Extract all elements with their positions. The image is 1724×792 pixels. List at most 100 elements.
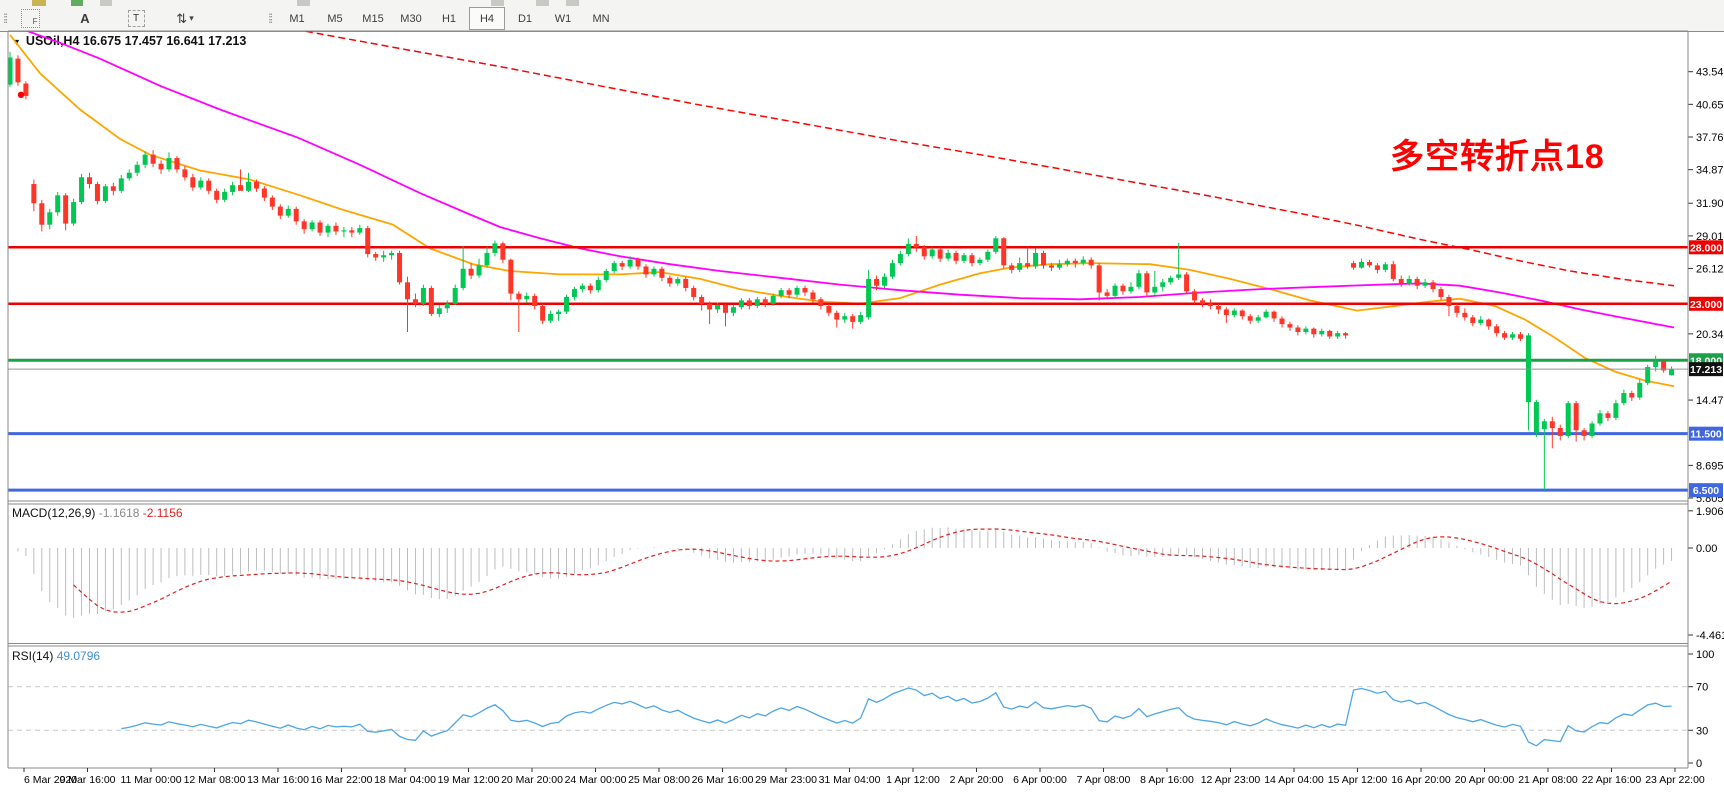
macd-scale[interactable]: 1.9069 0.00 -4.4614 [1688, 506, 1724, 642]
templates-icon[interactable]: F [20, 9, 40, 28]
svg-text:40.655: 40.655 [1696, 99, 1724, 111]
price-panel [8, 31, 1688, 492]
svg-text:1.9069: 1.9069 [1696, 506, 1724, 518]
ohlc-high: 17.457 [124, 34, 163, 48]
svg-text:14 Apr 04:00: 14 Apr 04:00 [1264, 774, 1324, 786]
ma-orange [9, 34, 1675, 388]
timeframe-button-H4[interactable]: H4 [469, 7, 505, 30]
ohlc-low: 16.641 [166, 34, 205, 48]
svg-text:13 Mar 16:00: 13 Mar 16:00 [247, 774, 309, 786]
text-label-icon[interactable]: A [80, 11, 90, 26]
timeframe-button-D1[interactable]: D1 [517, 12, 533, 25]
svg-text:8 Apr 16:00: 8 Apr 16:00 [1140, 774, 1194, 786]
svg-text:29 Mar 23:00: 29 Mar 23:00 [755, 774, 817, 786]
ohlc-close: 17.213 [208, 34, 247, 48]
cropped-toolbar-remnant [297, 0, 310, 6]
rsi-indicator-label: RSI(14) 49.0796 [12, 649, 100, 663]
macd-signal-line [73, 528, 1672, 613]
svg-text:24 Mar 00:00: 24 Mar 00:00 [565, 774, 627, 786]
macd-panel [17, 527, 1673, 618]
toolbar: ⁞⁞ F A T ⇅ ▾ ⁞⁞ M1 M5 M15 M30 H1 H4 D1 W1 MN [0, 0, 1724, 32]
timeframe-button-M30[interactable]: M30 [400, 12, 422, 25]
svg-text:12 Apr 23:00: 12 Apr 23:00 [1201, 774, 1261, 786]
svg-text:9 Mar 16:00: 9 Mar 16:00 [59, 774, 115, 786]
cropped-toolbar-remnant [100, 0, 112, 6]
svg-text:15 Apr 12:00: 15 Apr 12:00 [1328, 774, 1388, 786]
svg-text:6 Apr 00:00: 6 Apr 00:00 [1013, 774, 1067, 786]
timeframe-button-W1[interactable]: W1 [554, 12, 572, 25]
svg-text:8.695: 8.695 [1696, 460, 1724, 472]
svg-text:70: 70 [1696, 682, 1708, 694]
toolbar-grip[interactable]: ⁞⁞ [3, 10, 8, 26]
svg-text:6 Mar 2020: 6 Mar 2020 [24, 774, 77, 786]
rsi-line [121, 687, 1672, 747]
svg-text:31.900: 31.900 [1696, 198, 1724, 210]
annotation-text[interactable]: 多空转折点18 [1390, 138, 1605, 176]
timeframe-button-M1[interactable]: M1 [289, 12, 305, 25]
svg-text:28.000: 28.000 [1690, 242, 1722, 254]
svg-text:30: 30 [1696, 725, 1708, 737]
text-box-icon[interactable]: T [126, 9, 146, 28]
svg-text:11.500: 11.500 [1690, 429, 1722, 441]
templates-icon-glyph: F [20, 9, 40, 28]
macd-indicator-label: MACD(12,26,9) -1.1618 -2.1156 [12, 506, 183, 520]
timeframe-button-H1[interactable]: H1 [441, 12, 457, 25]
svg-text:16 Mar 22:00: 16 Mar 22:00 [311, 774, 373, 786]
svg-text:0.00: 0.00 [1696, 543, 1717, 555]
svg-text:0: 0 [1696, 758, 1702, 770]
macd-name: MACD(12,26,9) [12, 506, 96, 520]
cropped-toolbar-remnant [536, 0, 549, 6]
timeframe-button-M15[interactable]: M15 [362, 12, 384, 25]
svg-text:43.545: 43.545 [1696, 67, 1724, 79]
cropped-toolbar-remnant [491, 0, 504, 6]
ohlc-open: 16.675 [82, 34, 122, 48]
svg-text:14.475: 14.475 [1696, 395, 1724, 407]
svg-text:37.765: 37.765 [1696, 132, 1724, 144]
rsi-scale[interactable]: 100 70 30 0 [1688, 649, 1714, 770]
svg-text:34.875: 34.875 [1696, 165, 1724, 177]
svg-text:20.340: 20.340 [1696, 329, 1724, 341]
svg-text:26 Mar 16:00: 26 Mar 16:00 [692, 774, 754, 786]
sell-marker-dot [17, 91, 25, 99]
arrows-dropdown-caret[interactable]: ▾ [189, 13, 194, 23]
svg-text:16 Apr 20:00: 16 Apr 20:00 [1391, 774, 1451, 786]
svg-text:11 Mar 00:00: 11 Mar 00:00 [120, 774, 181, 786]
svg-text:100: 100 [1696, 649, 1714, 661]
cropped-toolbar-remnant [71, 0, 83, 6]
rsi-name: RSI(14) [12, 649, 54, 663]
panel-frames [7, 30, 1689, 769]
svg-text:25 Mar 08:00: 25 Mar 08:00 [628, 774, 690, 786]
ma-red [300, 31, 1675, 287]
text-box-icon-glyph: T [127, 10, 145, 27]
price-scale[interactable]: 43.545 40.655 37.765 34.875 31.900 29.010 26.1… [1688, 67, 1724, 505]
rsi-panel [8, 686, 1688, 747]
timeframe-button-M5[interactable]: M5 [327, 12, 343, 25]
svg-text:-4.4614: -4.4614 [1696, 630, 1724, 642]
svg-text:21 Apr 08:00: 21 Apr 08:00 [1518, 774, 1578, 786]
arrows-tool-icon[interactable]: ⇅ ▾ [176, 10, 194, 26]
cropped-toolbar-remnant [566, 0, 579, 6]
svg-text:22 Apr 16:00: 22 Apr 16:00 [1582, 774, 1642, 786]
macd-signal-value: -2.1156 [142, 506, 183, 520]
svg-text:26.120: 26.120 [1696, 264, 1724, 276]
svg-text:1 Apr 12:00: 1 Apr 12:00 [886, 774, 940, 786]
rsi-value: 49.0796 [56, 649, 101, 663]
svg-text:12 Mar 08:00: 12 Mar 08:00 [184, 774, 246, 786]
svg-text:20 Apr 00:00: 20 Apr 00:00 [1455, 774, 1515, 786]
timeframe-toolbar-grip[interactable]: ⁞⁞ [268, 10, 273, 26]
ma-magenta [24, 31, 1675, 329]
cropped-toolbar-remnant [32, 0, 46, 6]
svg-text:2 Apr 20:00: 2 Apr 20:00 [950, 774, 1004, 786]
svg-text:29.010: 29.010 [1696, 231, 1724, 243]
svg-text:23.000: 23.000 [1690, 299, 1722, 311]
macd-main-value: -1.1618 [98, 506, 140, 520]
svg-text:19 Mar 12:00: 19 Mar 12:00 [438, 774, 500, 786]
timeframe-button-group: M1 M5 M15 M30 H1 H4 D1 W1 MN [278, 7, 620, 30]
timeframe-button-MN[interactable]: MN [592, 12, 610, 25]
svg-text:23 Apr 22:00: 23 Apr 22:00 [1645, 774, 1705, 786]
candles [8, 51, 1675, 491]
svg-text:17.213: 17.213 [1690, 364, 1722, 376]
